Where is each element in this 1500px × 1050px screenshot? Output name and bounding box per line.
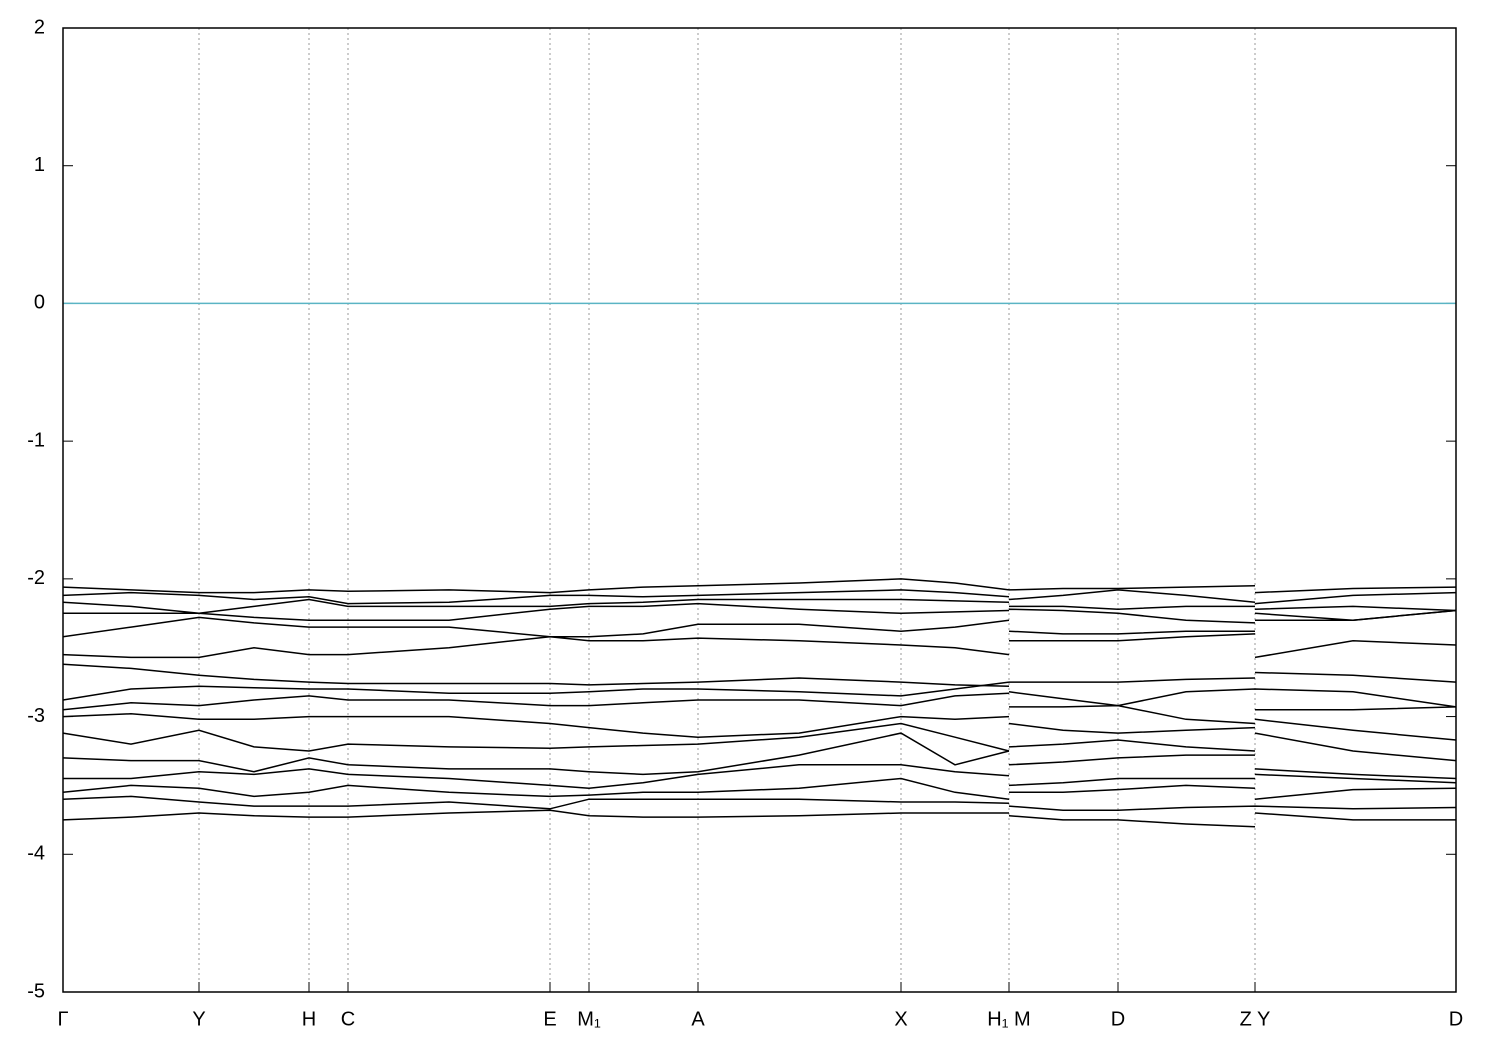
- band-line: [62, 598, 1457, 615]
- x-tick-label: D: [1111, 1008, 1125, 1030]
- band-line: [62, 722, 1457, 762]
- band-line: [62, 578, 1457, 594]
- y-tick-label: 0: [34, 292, 45, 314]
- y-tick-label: 2: [34, 16, 45, 38]
- band-line: [62, 692, 1457, 725]
- x-tick-label: D: [1449, 1008, 1463, 1030]
- y-tick-label: -5: [27, 980, 45, 1002]
- x-tick-label: Y: [192, 1008, 205, 1030]
- x-tick-label: H₁ M: [987, 1008, 1030, 1030]
- band-line: [62, 795, 1457, 811]
- band-line: [62, 713, 1457, 741]
- plot-frame: [62, 27, 1457, 993]
- band-line: [62, 732, 1457, 780]
- x-tick-label: C: [341, 1008, 355, 1030]
- x-tick-label: M₁: [577, 1008, 601, 1030]
- x-tick-label: E: [543, 1008, 556, 1030]
- x-tick-label: H: [302, 1008, 316, 1030]
- band-line: [62, 663, 1457, 688]
- band-line: [62, 809, 1456, 828]
- band-line: [63, 764, 1457, 789]
- y-tick-label: 1: [34, 154, 45, 176]
- band-line: [62, 609, 1457, 638]
- band-line: [62, 681, 1457, 708]
- band-line: [62, 777, 1457, 800]
- y-tick-label: -1: [27, 429, 45, 451]
- x-tick-label: Z Y: [1240, 1008, 1271, 1030]
- y-tick-label: -3: [27, 705, 45, 727]
- y-tick-label: -4: [27, 843, 45, 865]
- band-line: [62, 589, 1457, 605]
- band-line: [62, 633, 1457, 659]
- x-tick-label: A: [691, 1008, 705, 1030]
- x-tick-label: Γ: [57, 1008, 68, 1030]
- x-tick-label: X: [894, 1008, 907, 1030]
- y-tick-label: -2: [27, 567, 45, 589]
